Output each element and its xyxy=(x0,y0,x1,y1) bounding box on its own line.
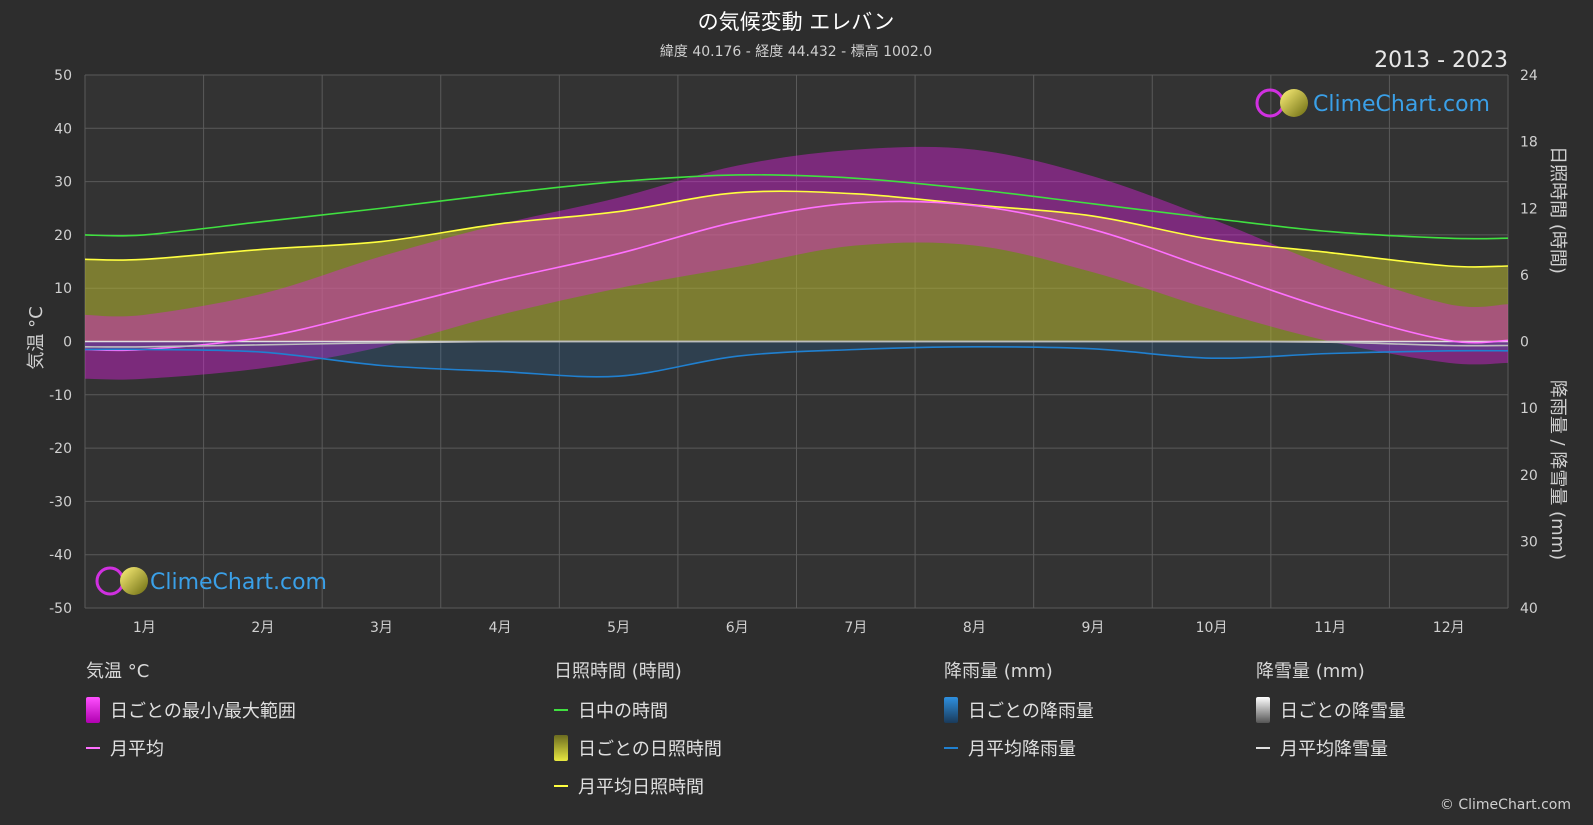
legend-item-sunshine-avg: 月平均日照時間 xyxy=(554,774,722,798)
legend-item-rain-avg: 月平均降雨量 xyxy=(944,736,1094,760)
x-tick-label: 9月 xyxy=(1081,620,1104,636)
legend-item-label: 日ごとの降雪量 xyxy=(1280,701,1406,722)
y-axis-left-label: 気温 °C xyxy=(26,306,47,369)
y-axis-right-top-label: 日照時間 (時間) xyxy=(1547,146,1568,274)
x-tick-label: 4月 xyxy=(489,620,512,636)
legend-snow-header: 降雪量 (mm) xyxy=(1256,661,1365,682)
legend-item-label: 日ごとの日照時間 xyxy=(578,739,722,760)
legend-item-daylight: 日中の時間 xyxy=(554,698,722,722)
logo-text: ClimeChart.com xyxy=(150,570,327,595)
climate-chart: の気候変動 エレバン 緯度 40.176 - 経度 44.432 - 標高 10… xyxy=(26,10,1568,636)
legend-item-temp-range: 日ごとの最小/最大範囲 xyxy=(86,697,296,723)
y-right-bottom-tick: 40 xyxy=(1520,601,1538,617)
legend-item-label: 日ごとの降雨量 xyxy=(968,701,1094,722)
x-tick-label: 6月 xyxy=(726,620,749,636)
x-tick-label: 3月 xyxy=(370,620,393,636)
y-left-tick: 50 xyxy=(54,68,72,84)
y-left-tick: -40 xyxy=(49,548,72,564)
legend-item-label: 月平均日照時間 xyxy=(578,777,704,798)
logo-text: ClimeChart.com xyxy=(1313,92,1490,117)
y-right-bottom-tick: 20 xyxy=(1520,468,1538,484)
x-tick-label: 8月 xyxy=(963,620,986,636)
y-right-bottom-tick: 30 xyxy=(1520,534,1538,550)
logo-bottom: ClimeChart.com xyxy=(95,566,327,596)
x-tick-label: 7月 xyxy=(844,620,867,636)
y-right-top-tick: 18 xyxy=(1520,135,1538,151)
sunshine-avg-swatch xyxy=(554,785,568,787)
y-left-tick: -10 xyxy=(49,388,72,404)
y-left-tick: -50 xyxy=(49,601,72,617)
y-left-tick: 20 xyxy=(54,228,72,244)
y-left-tick: 10 xyxy=(54,281,72,297)
y-right-top-tick: 12 xyxy=(1520,201,1538,217)
rain-avg-line xyxy=(84,346,1509,378)
chart-title: の気候変動 エレバン xyxy=(698,10,895,34)
logo-top: ClimeChart.com xyxy=(1255,88,1490,118)
x-tick-label: 11月 xyxy=(1314,620,1346,636)
y-left-tick: 30 xyxy=(54,175,72,191)
y-left-tick: -30 xyxy=(49,494,72,510)
y-right-top-tick: 6 xyxy=(1520,268,1529,284)
legend-item-label: 日ごとの最小/最大範囲 xyxy=(110,701,296,722)
y-right-bottom-tick: 10 xyxy=(1520,401,1538,417)
snow-avg-swatch xyxy=(1256,747,1270,749)
temp-avg-swatch xyxy=(86,747,100,749)
x-tick-label: 2月 xyxy=(251,620,274,636)
legend-item-label: 月平均 xyxy=(110,739,164,760)
legend-item-sunshine-daily: 日ごとの日照時間 xyxy=(554,735,722,761)
daylight-line xyxy=(84,174,1509,240)
x-tick-label: 1月 xyxy=(133,620,156,636)
legend-item-label: 日中の時間 xyxy=(578,701,668,722)
temp-range-swatch xyxy=(86,697,100,723)
legend-item-label: 月平均降雨量 xyxy=(968,739,1076,760)
year-range: 2013 - 2023 xyxy=(1374,48,1508,73)
legend: 気温 °C 日ごとの最小/最大範囲 月平均 日照時間 (時間) 日中の時間 日ご… xyxy=(0,660,1593,810)
legend-sunshine: 日照時間 (時間) 日中の時間 日ごとの日照時間 月平均日照時間 xyxy=(554,660,722,812)
chart-subtitle: 緯度 40.176 - 経度 44.432 - 標高 1002.0 xyxy=(660,43,932,60)
plot-area: 50 40 30 20 10 0 -10 -20 -30 -40 -50 24 18 12 6 0 10 20 30… xyxy=(49,68,1538,636)
legend-rain-header: 降雨量 (mm) xyxy=(944,661,1053,682)
y-left-tick: -20 xyxy=(49,441,72,457)
x-tick-label: 10月 xyxy=(1196,620,1228,636)
rain-daily-swatch xyxy=(944,697,958,723)
legend-temperature-header: 気温 °C xyxy=(86,661,150,682)
x-tick-label: 12月 xyxy=(1433,620,1465,636)
sunshine-daily-swatch xyxy=(554,735,568,761)
temperature-range-band xyxy=(85,146,1508,380)
copyright: © ClimeChart.com xyxy=(1439,797,1571,813)
legend-item-snow-avg: 月平均降雪量 xyxy=(1256,736,1406,760)
sunshine-avg-line xyxy=(84,190,1509,268)
snow-avg-line xyxy=(84,340,1509,348)
legend-sunshine-header: 日照時間 (時間) xyxy=(554,661,682,682)
temperature-avg-line xyxy=(84,200,1509,352)
legend-snow: 降雪量 (mm) 日ごとの降雪量 月平均降雪量 xyxy=(1256,660,1406,774)
legend-item-label: 月平均降雪量 xyxy=(1280,739,1388,760)
x-tick-label: 5月 xyxy=(607,620,630,636)
legend-item-snow-daily: 日ごとの降雪量 xyxy=(1256,697,1406,723)
y-left-tick: 40 xyxy=(54,121,72,137)
legend-temperature: 気温 °C 日ごとの最小/最大範囲 月平均 xyxy=(86,660,296,774)
daylight-swatch xyxy=(554,709,568,711)
rain-area xyxy=(85,341,1508,377)
snow-daily-swatch xyxy=(1256,697,1270,723)
legend-rain: 降雨量 (mm) 日ごとの降雨量 月平均降雨量 xyxy=(944,660,1094,774)
y-right-top-tick: 24 xyxy=(1520,68,1538,84)
sunshine-area xyxy=(85,191,1508,342)
legend-item-temp-avg: 月平均 xyxy=(86,736,296,760)
rain-avg-swatch xyxy=(944,747,958,749)
y-left-tick: 0 xyxy=(63,335,72,351)
y-axis-right-bottom-label: 降雨量 / 降雪量 (mm) xyxy=(1547,380,1568,560)
legend-item-rain-daily: 日ごとの降雨量 xyxy=(944,697,1094,723)
y-right-top-tick: 0 xyxy=(1520,335,1529,351)
